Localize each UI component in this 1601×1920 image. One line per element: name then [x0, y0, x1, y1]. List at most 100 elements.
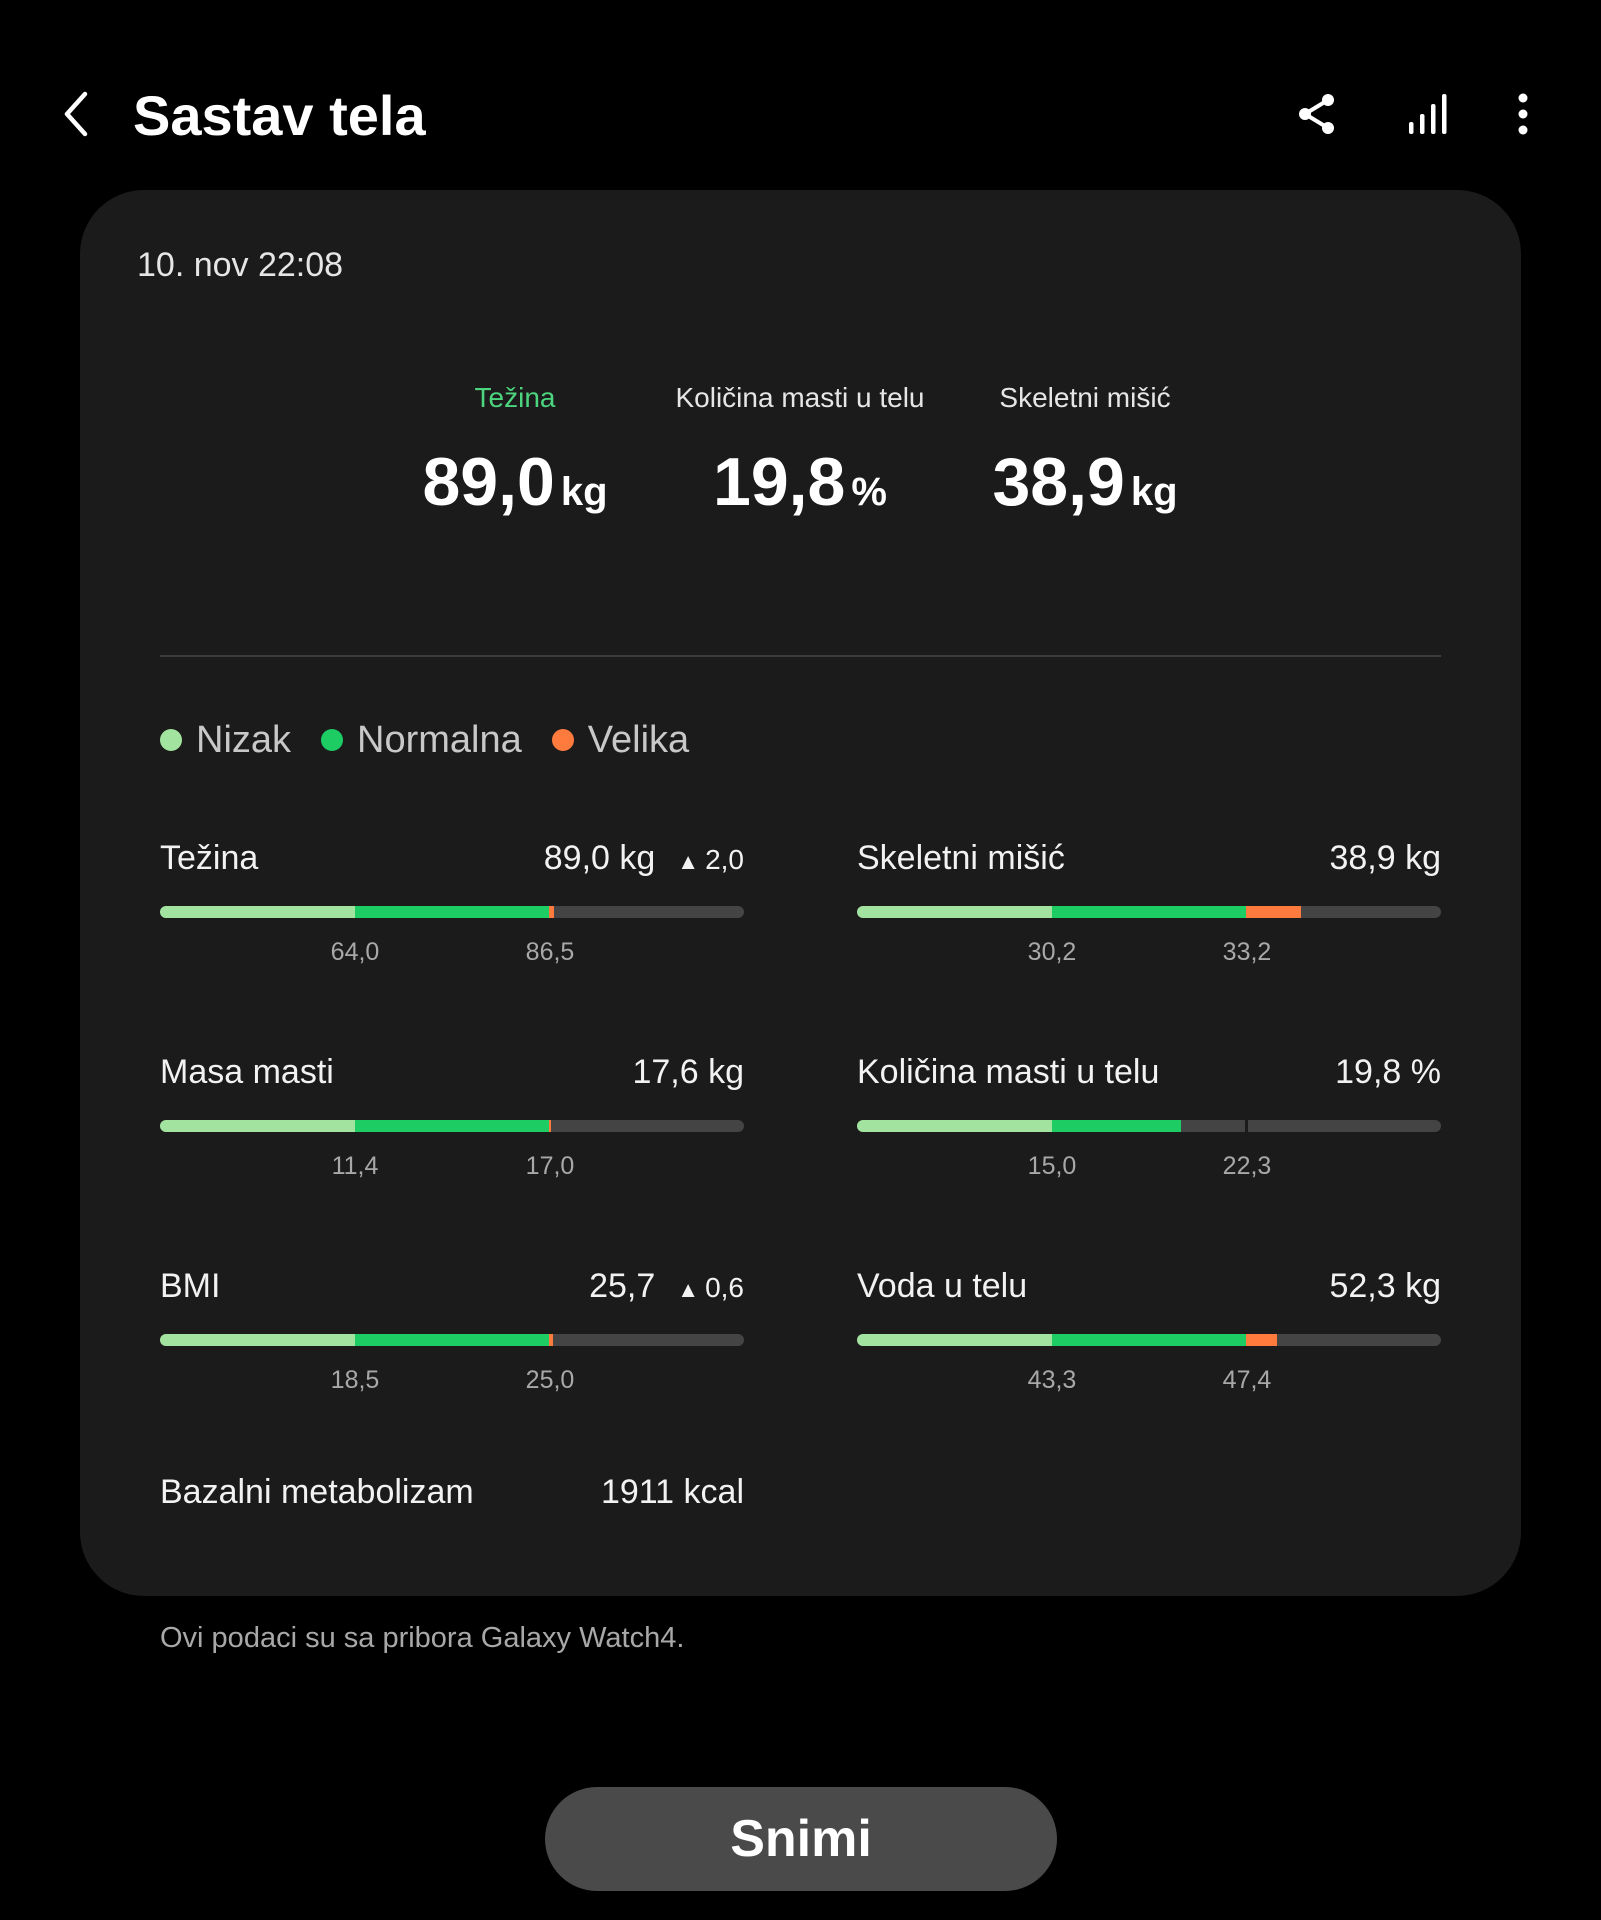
metric-value-text: 38,9 kg [1329, 839, 1441, 877]
back-button[interactable] [48, 80, 104, 152]
range-bar [160, 1334, 744, 1346]
range-bar [160, 906, 744, 918]
summary-value: 89,0 kg [365, 446, 665, 537]
summary-unit: kg [1130, 470, 1178, 514]
range-low-bound: 18,5 [330, 1366, 380, 1394]
legend-label: Nizak [196, 718, 292, 761]
range-segment-high [1246, 1334, 1278, 1346]
trend-chart-icon [1407, 92, 1451, 141]
metric-delta-value: 2,0 [705, 844, 744, 875]
metric-value: 89,0 kg ▲ 2,0 [544, 838, 744, 882]
range-high-bound: 86,5 [525, 938, 575, 966]
range-segment-normal [1051, 1120, 1182, 1132]
range-segment-normal [354, 906, 550, 918]
range-bar [857, 1120, 1441, 1132]
metric-label: Težina [160, 839, 259, 877]
metric-delta: ▲ 0,6 [677, 1268, 744, 1310]
legend-item-normal: Normalna [321, 719, 522, 762]
range-segment-normal [354, 1120, 550, 1132]
page-title: Sastav tela [133, 84, 426, 147]
range-low-bound: 11,4 [331, 1152, 379, 1180]
range-threshold-tick [1245, 1120, 1249, 1132]
range-low-bound: 64,0 [330, 938, 380, 966]
legend-item-low: Nizak [160, 719, 291, 762]
divider [160, 655, 1441, 657]
summary-number: 38,9 [992, 444, 1125, 520]
summary-value: 38,9 kg [935, 446, 1235, 537]
range-segment-low [160, 906, 355, 918]
metric-label: BMI [160, 1267, 221, 1305]
range-segment-low [857, 1120, 1052, 1132]
chevron-left-icon [61, 90, 91, 143]
summary-label: Skeletni mišić [999, 382, 1171, 413]
range-segment-high [549, 1120, 552, 1132]
metric-value-text: 89,0 kg [543, 839, 656, 877]
legend-item-high: Velika [551, 719, 689, 762]
range-segment-low [160, 1334, 355, 1346]
range-high-bound: 17,0 [525, 1152, 575, 1180]
range-segment-low [857, 906, 1052, 918]
body-composition-card: 10. nov 22:08 Težina 89,0 kg Količina mas… [80, 190, 1521, 1596]
metric-weight[interactable]: Težina 89,0 kg ▲ 2,0 64,0 86,5 [160, 838, 744, 988]
range-bar [857, 906, 1441, 918]
range-low-bound: 30,2 [1027, 938, 1077, 966]
measurement-date: 10. nov 22:08 [137, 246, 344, 284]
share-button[interactable] [1287, 86, 1347, 146]
range-legend: Nizak Normalna Velika [160, 710, 719, 770]
legend-label: Normalna [357, 718, 522, 761]
metric-body-fat-percent[interactable]: Količina masti u telu 19,8 % 15,0 22,3 [857, 1052, 1441, 1202]
summary-body-fat[interactable]: Količina masti u telu 19,8% [650, 380, 950, 537]
metric-bmi[interactable]: BMI 25,7 ▲ 0,6 18,5 25,0 [160, 1266, 744, 1416]
metric-value: 25,7 ▲ 0,6 [589, 1266, 744, 1310]
metric-label: Voda u telu [857, 1267, 1028, 1305]
metric-fat-mass[interactable]: Masa masti 17,6 kg 11,4 17,0 [160, 1052, 744, 1202]
range-low-bound: 15,0 [1027, 1152, 1077, 1180]
metric-label: Količina masti u telu [857, 1053, 1160, 1091]
range-segment-normal [1051, 1334, 1247, 1346]
record-button[interactable]: Snimi [545, 1787, 1057, 1891]
summary-skeletal-muscle[interactable]: Skeletni mišić 38,9 kg [935, 380, 1235, 537]
legend-dot [160, 729, 182, 751]
range-high-bound: 25,0 [525, 1366, 575, 1394]
range-segment-high [1246, 906, 1301, 918]
metric-value: 17,6 kg [632, 1052, 744, 1092]
metric-delta: ▲ 2,0 [677, 840, 744, 882]
metric-value-text: 52,3 kg [1329, 1267, 1441, 1305]
summary-label: Količina masti u telu [675, 382, 925, 413]
metric-value: 19,8 % [1335, 1052, 1441, 1092]
share-icon [1295, 92, 1339, 141]
summary-unit: kg [560, 470, 608, 514]
metric-value-text: 17,6 kg [632, 1053, 744, 1091]
summary-label: Težina [474, 382, 556, 413]
range-segment-high [549, 1334, 554, 1346]
summary-number: 89,0 [422, 444, 555, 520]
metric-label: Skeletni mišić [857, 839, 1065, 877]
range-high-bound: 33,2 [1222, 938, 1272, 966]
metric-value: 38,9 kg [1329, 838, 1441, 878]
metric-value: 52,3 kg [1329, 1266, 1441, 1306]
range-segment-normal [1051, 906, 1247, 918]
summary-number: 19,8 [713, 444, 846, 520]
legend-dot [321, 729, 344, 751]
legend-dot [551, 729, 574, 751]
range-high-bound: 22,3 [1222, 1152, 1272, 1180]
trends-button[interactable] [1399, 86, 1459, 146]
range-segment-low [857, 1334, 1052, 1346]
source-note: Ovi podaci su sa pribora Galaxy Watch4. [160, 1622, 685, 1654]
bmr-label: Bazalni metabolizam [160, 1473, 474, 1511]
range-segment-high [549, 906, 555, 918]
range-segment-normal [354, 1334, 550, 1346]
metric-value-text: 25,7 [589, 1267, 656, 1305]
summary-value: 19,8% [650, 446, 950, 537]
metric-skeletal-muscle[interactable]: Skeletni mišić 38,9 kg 30,2 33,2 [857, 838, 1441, 988]
triangle-up-icon: ▲ [677, 1277, 700, 1302]
metric-value-text: 19,8 % [1335, 1053, 1441, 1091]
range-high-bound: 47,4 [1222, 1366, 1272, 1394]
summary-unit: % [851, 470, 887, 514]
bmr-value: 1911 kcal [600, 1473, 744, 1511]
triangle-up-icon: ▲ [677, 849, 700, 874]
more-vertical-icon [1516, 92, 1530, 141]
metric-body-water[interactable]: Voda u telu 52,3 kg 43,3 47,4 [857, 1266, 1441, 1416]
summary-weight[interactable]: Težina 89,0 kg [365, 380, 665, 537]
more-options-button[interactable] [1493, 86, 1553, 146]
